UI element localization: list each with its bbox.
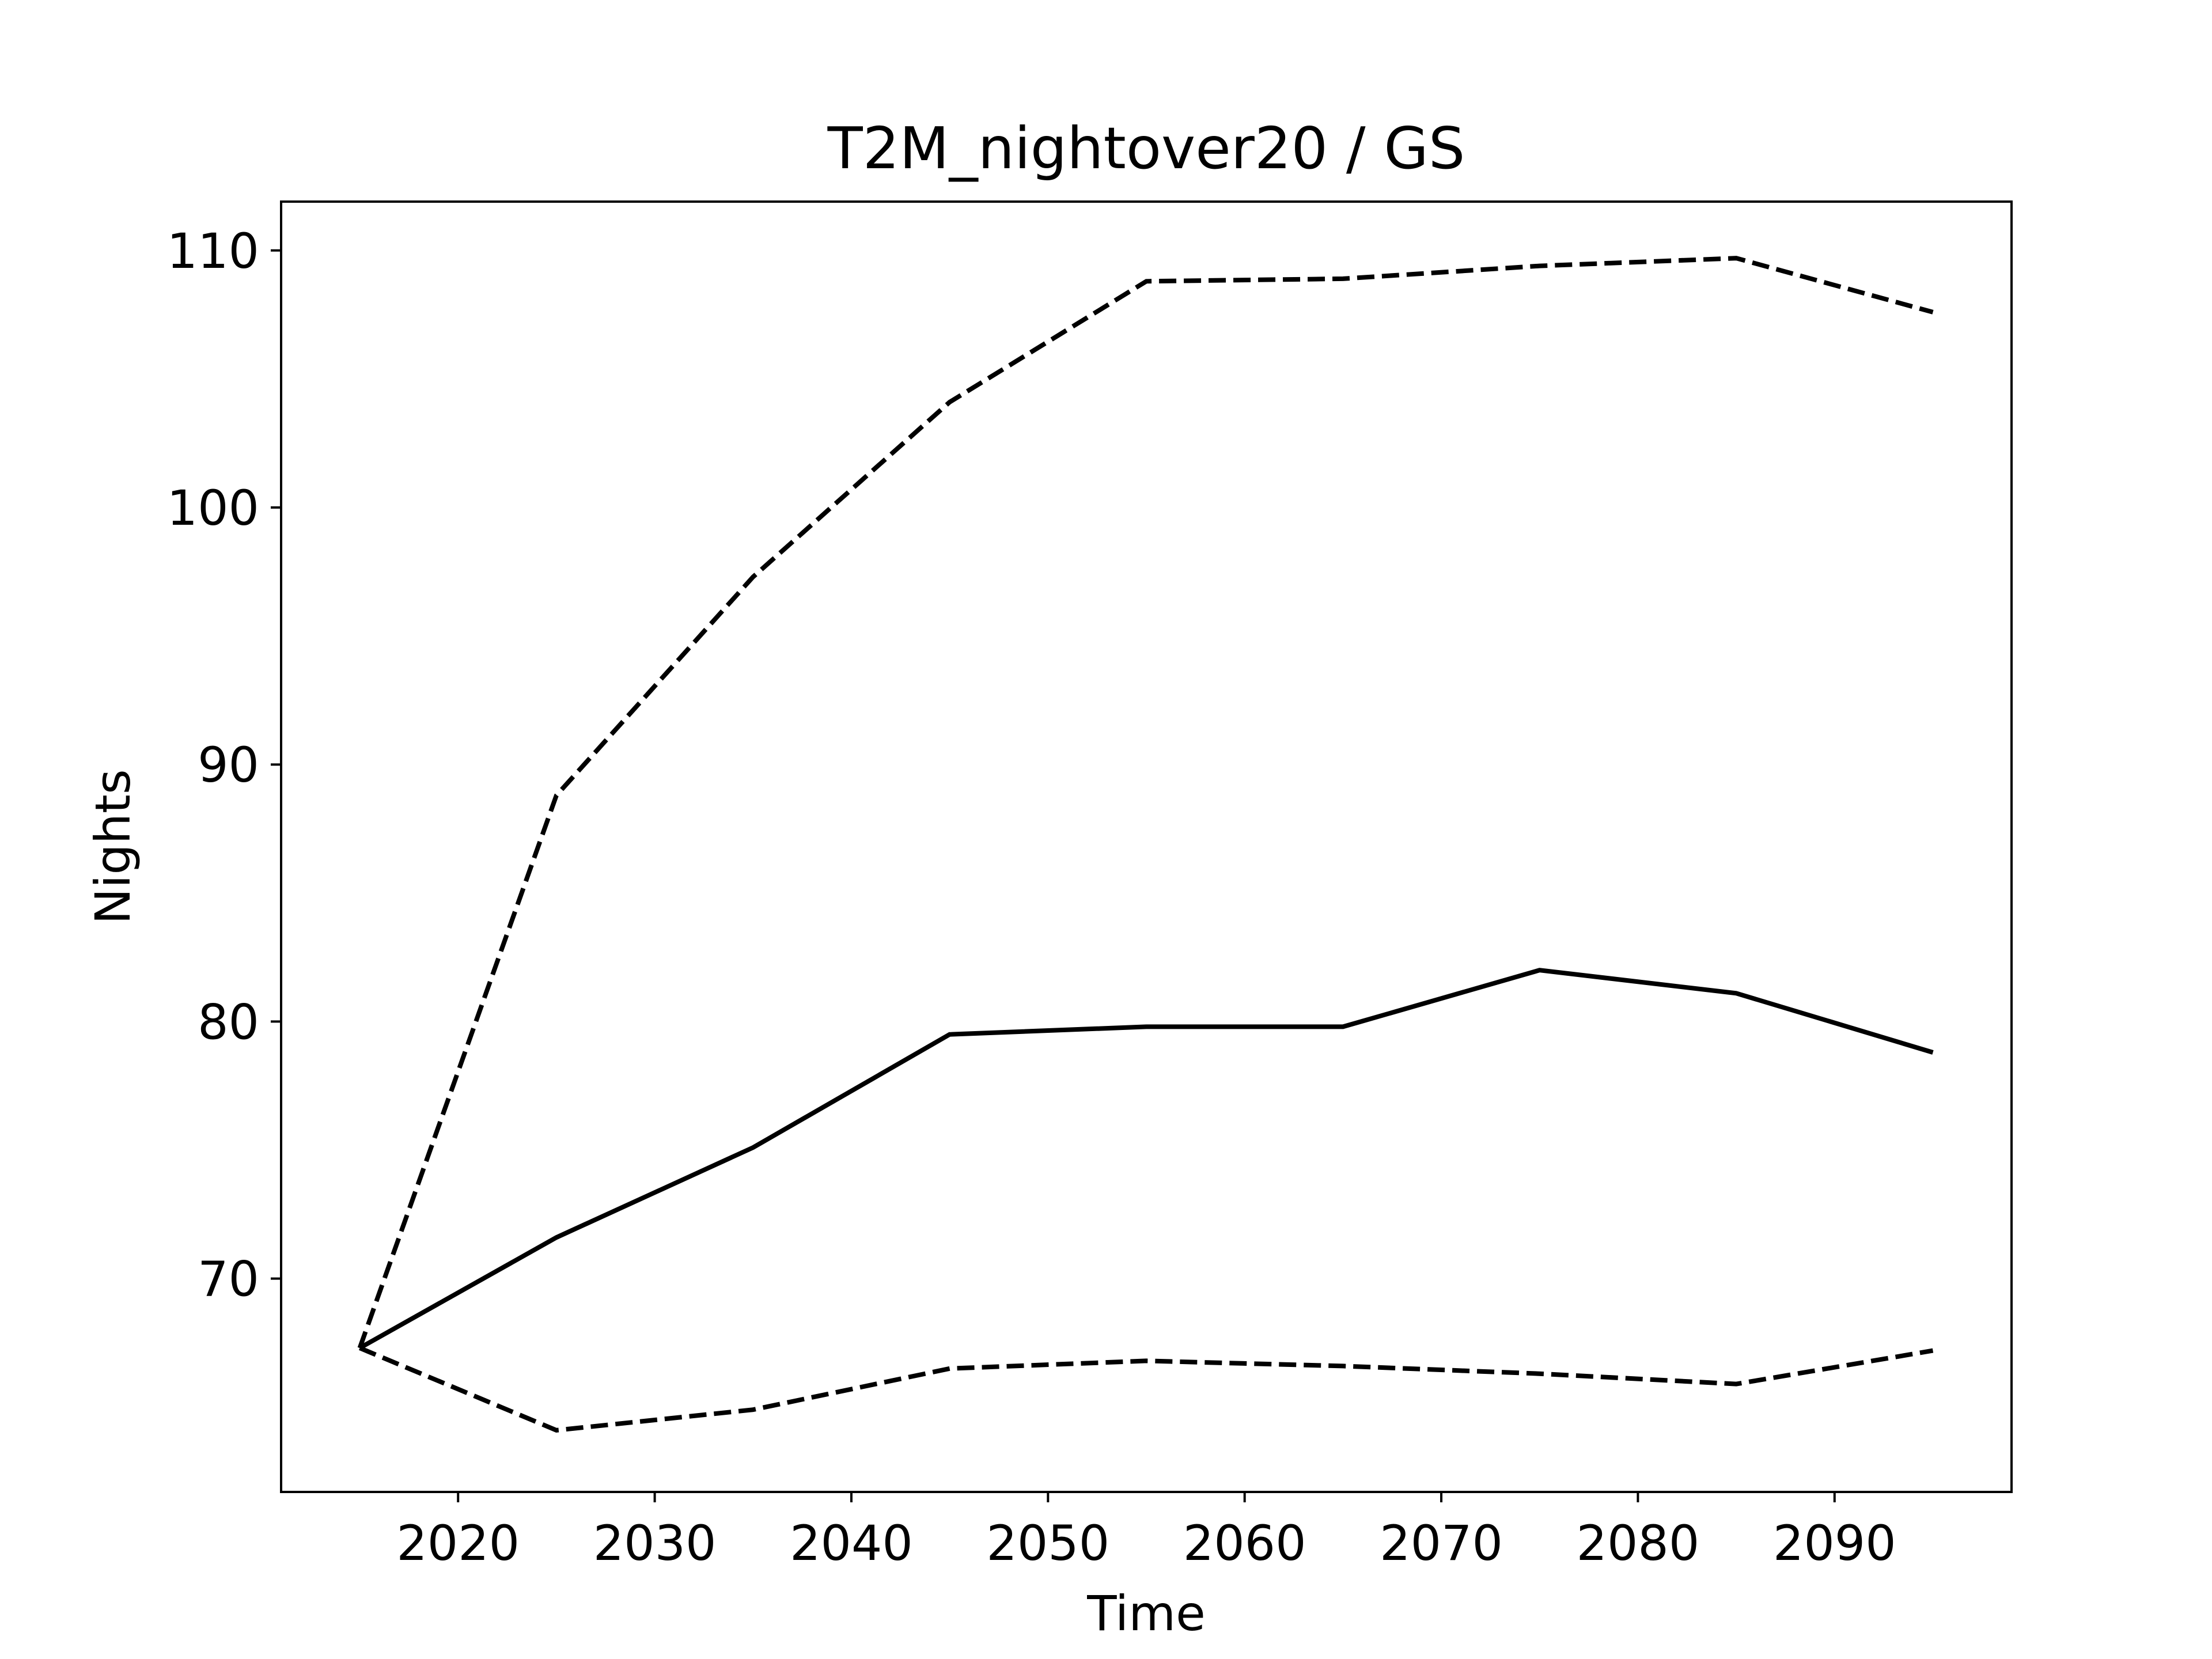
y-tick-label: 110: [167, 223, 259, 279]
y-tick-label: 70: [198, 1251, 259, 1308]
x-tick-label: 2060: [1183, 1515, 1306, 1571]
x-tick-label: 2080: [1577, 1515, 1700, 1571]
series-line-1-dashed: [357, 256, 1934, 1349]
chart-title: T2M_nightover20 / GS: [827, 115, 1465, 182]
y-tick-label: 90: [198, 737, 259, 793]
x-tick-label: 2020: [396, 1515, 520, 1571]
x-axis-title: Time: [1086, 1585, 1206, 1642]
x-tick-label: 2090: [1773, 1515, 1896, 1571]
plot-frame: [280, 200, 2013, 1493]
x-tick-label: 2030: [593, 1515, 717, 1571]
y-axis: 70 80 90 100 110: [167, 223, 281, 1308]
x-tick-label: 2040: [790, 1515, 913, 1571]
x-tick-label: 2070: [1380, 1515, 1503, 1571]
y-tick-label: 100: [167, 480, 259, 536]
series-line-2-solid: [358, 968, 1934, 1350]
y-axis-title: Nights: [85, 769, 141, 924]
x-tick-label: 2050: [986, 1515, 1109, 1571]
y-tick-label: 80: [198, 994, 259, 1050]
series-layer: [357, 256, 1934, 1433]
series-line-3-dashed: [358, 1346, 1934, 1433]
x-axis: 2020 2030 2040 2050 2060 2070 2080 2090: [396, 1492, 1896, 1571]
